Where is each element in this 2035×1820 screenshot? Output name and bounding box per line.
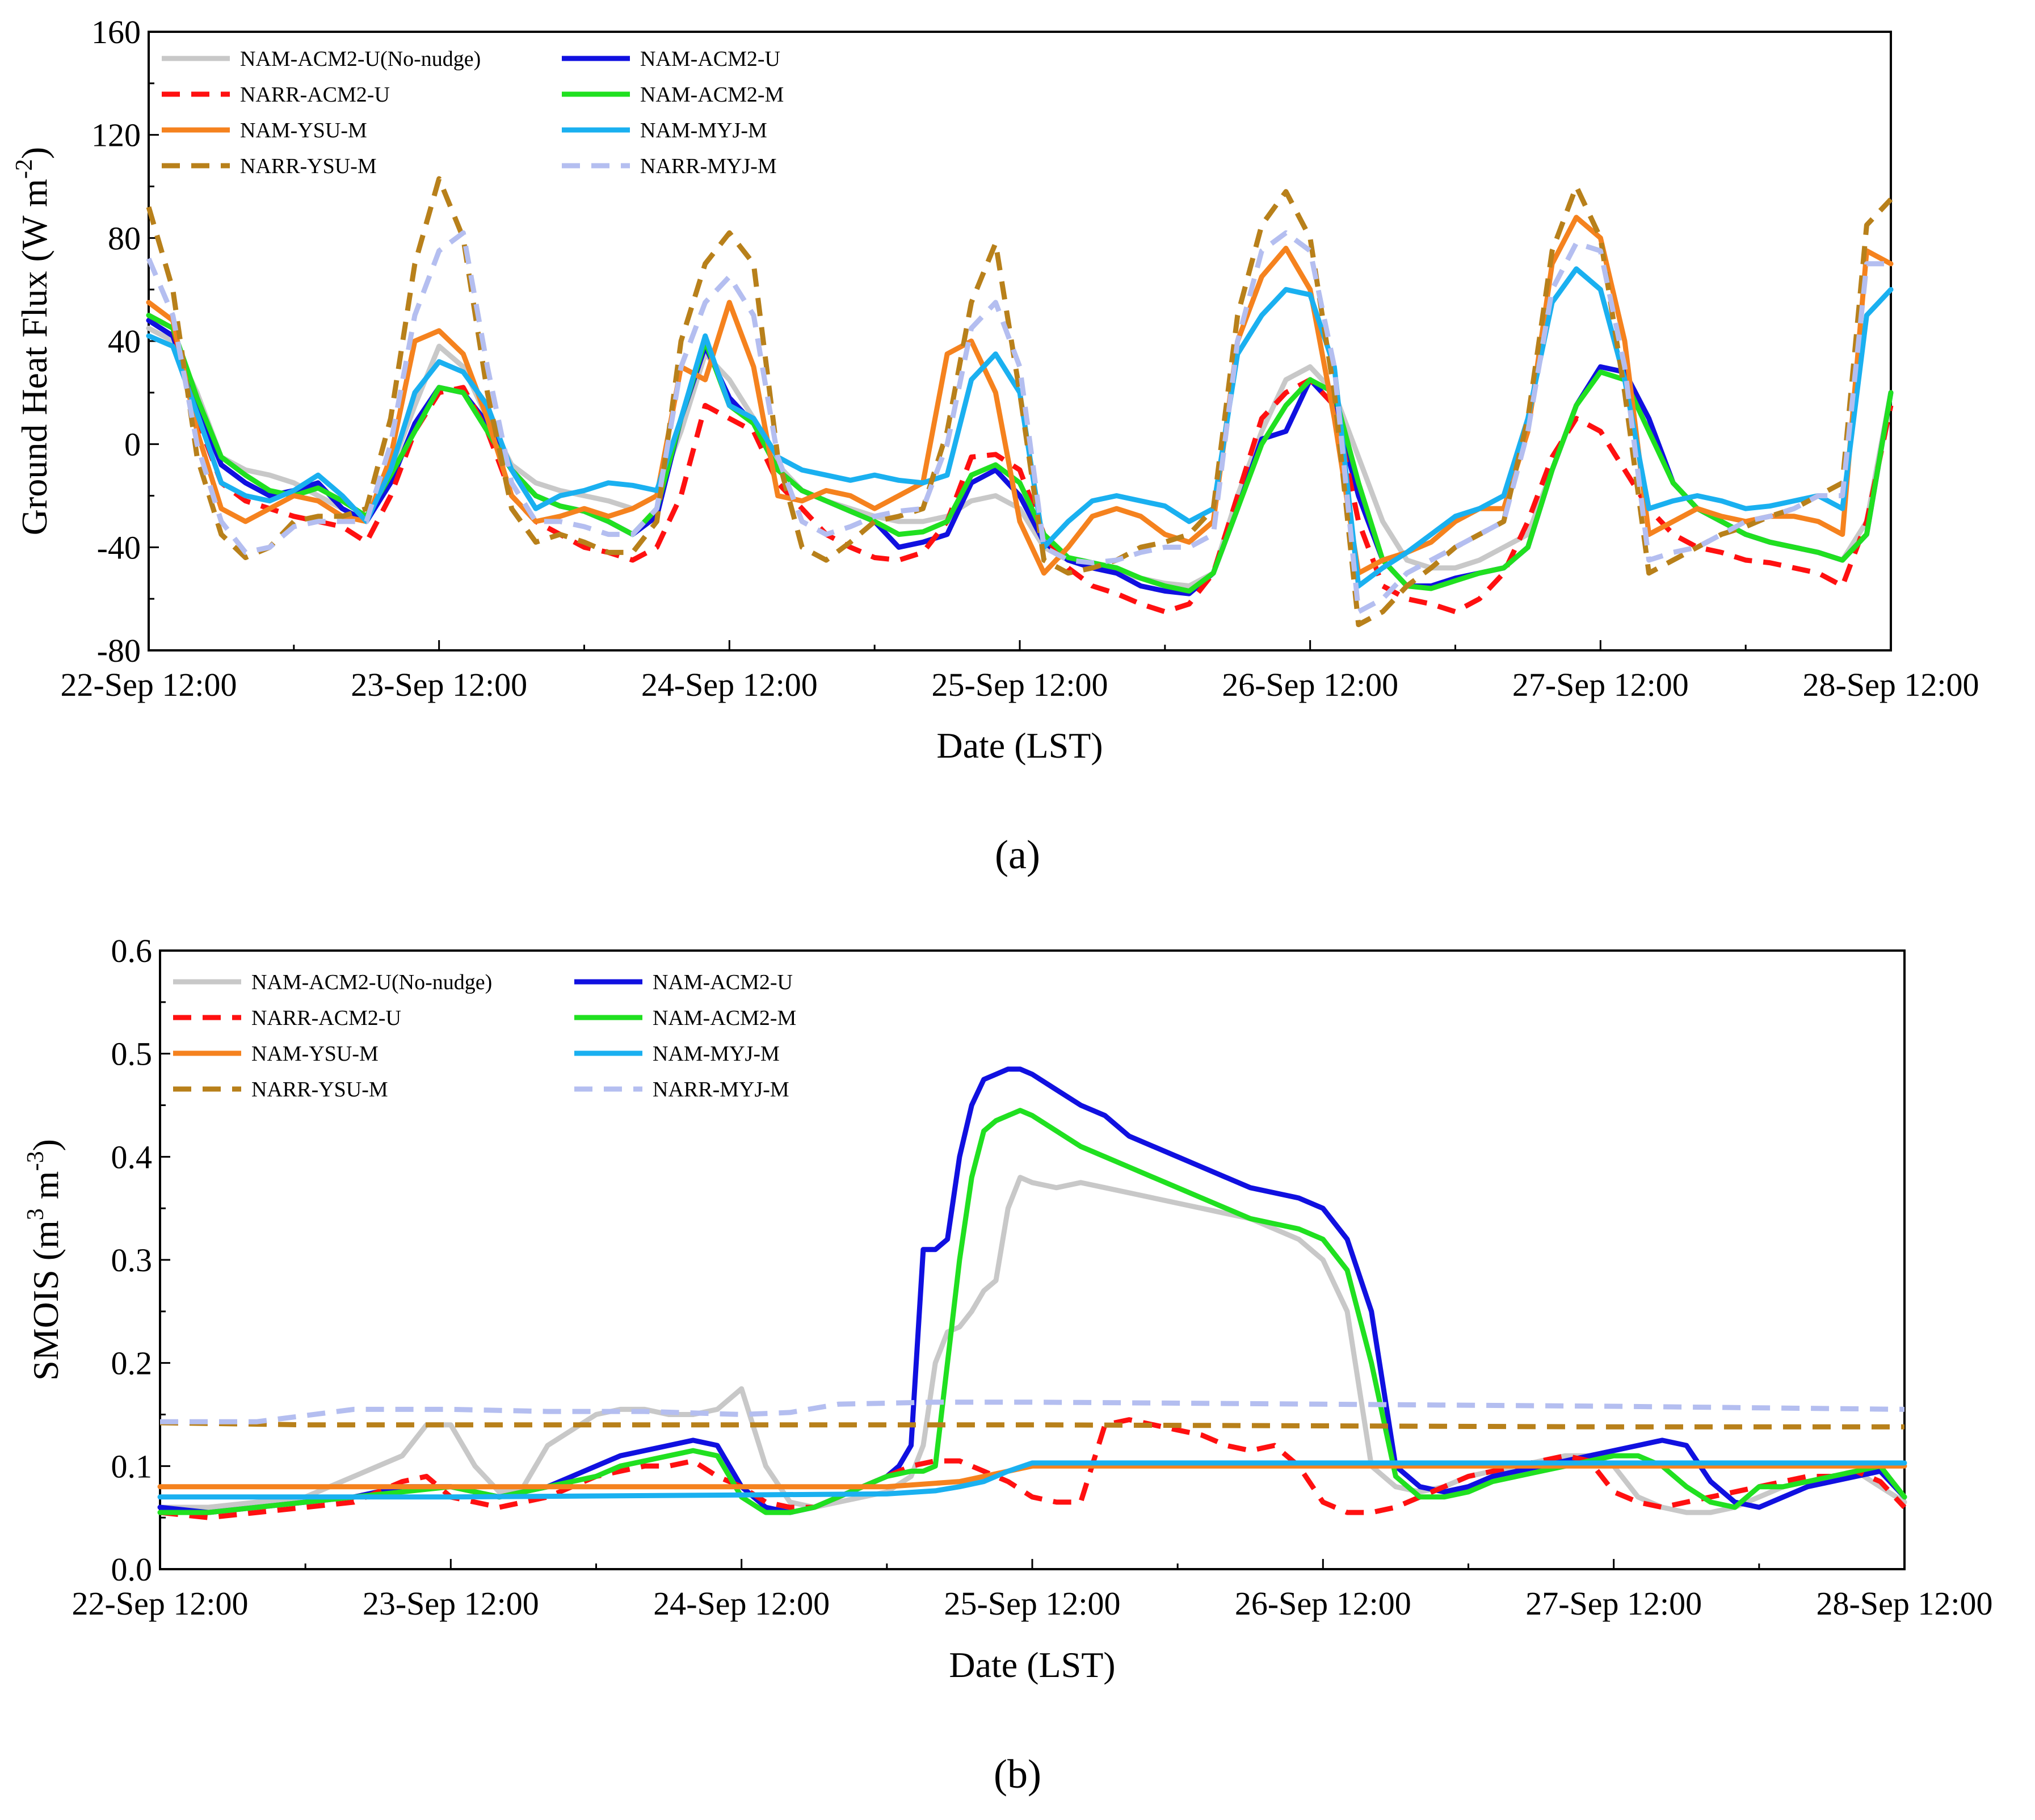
y-tick-label: 0.5 xyxy=(111,1036,153,1073)
x-tick-label: 24-Sep 12:00 xyxy=(641,666,818,703)
legend-label: NAM-ACM2-M xyxy=(640,83,784,107)
panel-a-legend: NAM-ACM2-U(No-nudge) NAM-ACM2-U NARR-ACM2-… xyxy=(162,47,784,178)
series-line xyxy=(157,1463,1907,1490)
y-tick-label: 160 xyxy=(91,14,141,51)
y-tick-label: 0.0 xyxy=(111,1551,153,1588)
legend-label: NAM-ACM2-U xyxy=(653,970,793,994)
legend-label: NARR-ACM2-U xyxy=(240,83,390,107)
legend-label: NAM-MYJ-M xyxy=(640,119,767,142)
x-tick-label: 27-Sep 12:00 xyxy=(1512,666,1689,703)
panel-a-ylabel: Ground Heat Flux (W m-2) xyxy=(11,147,54,535)
x-tick-label: 23-Sep 12:00 xyxy=(363,1585,539,1622)
legend-label: NAM-ACM2-M xyxy=(653,1006,796,1030)
y-tick-label: 0 xyxy=(124,426,141,463)
series-line xyxy=(157,1460,1907,1500)
series-line xyxy=(146,215,1894,576)
legend-label: NAM-ACM2-U(No-nudge) xyxy=(240,47,481,71)
panel-b-series xyxy=(157,1066,1907,1520)
y-tick-label: 0.6 xyxy=(111,932,153,969)
legend-label: NAM-YSU-M xyxy=(240,119,367,142)
panel-b-xlabel: Date (LST) xyxy=(949,1645,1115,1685)
y-tick-label: -80 xyxy=(97,632,141,669)
panel-b-label: (b) xyxy=(994,1751,1041,1797)
y-tick-label: 0.1 xyxy=(111,1448,153,1485)
x-tick-label: 27-Sep 12:00 xyxy=(1525,1585,1702,1622)
y-tick-label: 0.2 xyxy=(111,1345,153,1382)
y-tick-label: 40 xyxy=(108,323,141,360)
series-line xyxy=(157,1108,1907,1515)
panel-a-label: (a) xyxy=(995,832,1040,877)
legend-label: NAM-MYJ-M xyxy=(653,1042,780,1066)
x-tick-label: 25-Sep 12:00 xyxy=(944,1585,1121,1622)
legend-label: NARR-YSU-M xyxy=(251,1078,388,1102)
panel-b-legend: NAM-ACM2-U(No-nudge) NAM-ACM2-U NARR-ACM2-… xyxy=(173,970,796,1102)
series-line xyxy=(159,1420,1904,1430)
panel-a-xlabel: Date (LST) xyxy=(936,725,1103,766)
y-tick-label: 0.4 xyxy=(111,1138,153,1175)
x-tick-label: 25-Sep 12:00 xyxy=(932,666,1108,703)
y-tick-label: 0.3 xyxy=(111,1242,153,1279)
x-tick-label: 28-Sep 12:00 xyxy=(1817,1585,1993,1622)
x-tick-label: 26-Sep 12:00 xyxy=(1222,666,1398,703)
x-tick-label: 22-Sep 12:00 xyxy=(61,666,237,703)
panel-a-series xyxy=(146,176,1894,628)
series-line xyxy=(157,1066,1907,1515)
legend-label: NARR-ACM2-U xyxy=(251,1006,401,1030)
y-tick-label: 80 xyxy=(108,220,141,257)
panel-b-chart: 0.0 0.1 0.2 0.3 0.4 0.5 0.6 22-Sep 12:00 23-Sep … xyxy=(23,932,1992,1797)
x-tick-label: 26-Sep 12:00 xyxy=(1235,1585,1411,1622)
panel-b-ticks: 0.0 0.1 0.2 0.3 0.4 0.5 0.6 22-Sep 12:00 23-Sep … xyxy=(72,932,1993,1622)
panel-a-ticks: -80 -40 0 40 80 120 160 22-Sep 12:00 23-Sep 12:0… xyxy=(61,14,1979,703)
x-tick-label: 28-Sep 12:00 xyxy=(1803,666,1979,703)
y-tick-label: -40 xyxy=(97,529,141,566)
x-tick-label: 22-Sep 12:00 xyxy=(72,1585,249,1622)
x-tick-label: 23-Sep 12:00 xyxy=(351,666,527,703)
series-line xyxy=(159,1417,1907,1520)
series-line xyxy=(146,230,1891,615)
series-line xyxy=(160,1399,1905,1424)
legend-label: NARR-MYJ-M xyxy=(653,1078,789,1102)
legend-label: NAM-ACM2-U(No-nudge) xyxy=(251,970,492,994)
panel-b-ylabel: SMOIS (m3 m-3) xyxy=(23,1139,66,1381)
x-tick-label: 24-Sep 12:00 xyxy=(653,1585,830,1622)
legend-label: NAM-ACM2-U xyxy=(640,47,780,71)
series-line xyxy=(146,266,1894,589)
legend-label: NARR-MYJ-M xyxy=(640,154,777,178)
series-line xyxy=(146,176,1893,628)
y-tick-label: 120 xyxy=(91,117,141,154)
legend-label: NAM-YSU-M xyxy=(251,1042,379,1066)
series-line xyxy=(146,313,1894,594)
panel-a-chart: -80 -40 0 40 80 120 160 22-Sep 12:00 23-Sep 12:0… xyxy=(11,14,1979,877)
legend-label: NARR-YSU-M xyxy=(240,154,377,178)
